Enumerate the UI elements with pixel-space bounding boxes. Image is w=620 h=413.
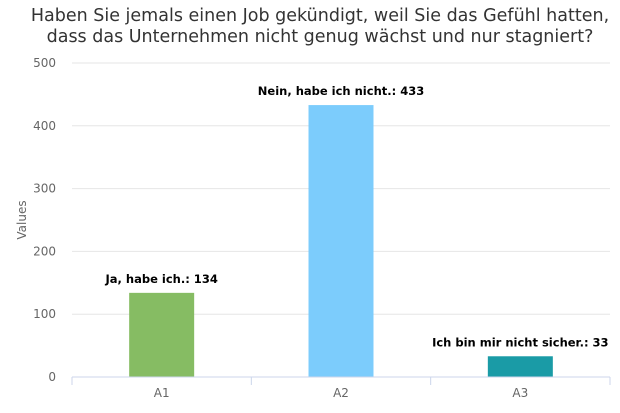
y-tick-label: 200 [33, 244, 56, 258]
x-tick-label: A1 [154, 386, 170, 400]
data-labels: Ja, habe ich.: 134 Nein, habe ich nicht.:… [105, 84, 609, 349]
bar-a2 [308, 105, 374, 378]
bar-a3 [487, 356, 553, 377]
y-tick-label: 0 [48, 370, 56, 384]
y-axis-title: Values [15, 200, 29, 239]
y-tick-label: 100 [33, 307, 56, 321]
y-tick-label: 400 [33, 119, 56, 133]
data-label: Nein, habe ich nicht.: 433 [258, 84, 424, 98]
y-tick-label: 300 [33, 182, 56, 196]
y-tick-label: 500 [33, 56, 56, 70]
data-label: Ich bin mir nicht sicher.: 33 [432, 335, 608, 349]
axes: 0 100 200 300 400 500 A1 A2 A3 [33, 56, 611, 400]
bars [129, 105, 553, 378]
x-tick-label: A2 [333, 386, 349, 400]
data-label: Ja, habe ich.: 134 [105, 272, 218, 286]
x-tick-label: A3 [512, 386, 528, 400]
bar-a1 [129, 292, 195, 377]
chart-title: Haben Sie jemals einen Job gekündigt, we… [30, 6, 610, 47]
